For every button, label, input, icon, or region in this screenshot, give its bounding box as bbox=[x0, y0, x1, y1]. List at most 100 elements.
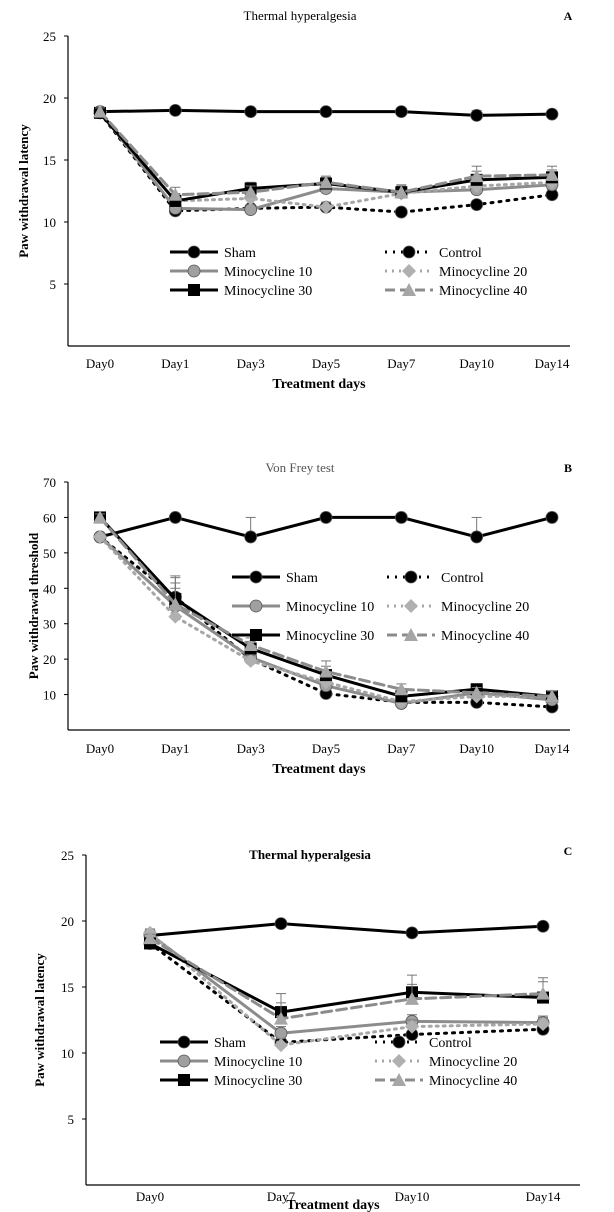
data-point bbox=[168, 104, 182, 117]
legend-swatch-marker bbox=[250, 629, 262, 641]
legend-item-control: Control bbox=[385, 245, 482, 261]
series-minocycline-20 bbox=[93, 529, 559, 709]
data-point bbox=[394, 205, 408, 219]
legend-label: Minocycline 30 bbox=[214, 1074, 302, 1089]
data-point bbox=[93, 510, 107, 524]
data-point bbox=[405, 991, 419, 1005]
y-tick-label: 5 bbox=[50, 277, 57, 292]
legend-item-control: Control bbox=[375, 1035, 472, 1051]
x-tick-label: Day7 bbox=[267, 1189, 296, 1204]
legend-item-minocycline-10: Minocycline 10 bbox=[160, 1054, 302, 1070]
data-point bbox=[394, 511, 408, 524]
x-axis-label: Treatment days bbox=[272, 762, 366, 777]
x-tick-label: Day0 bbox=[86, 356, 114, 371]
legend-item-sham: Sham bbox=[160, 1035, 246, 1051]
legend-item-sham: Sham bbox=[232, 570, 318, 586]
legend-label: Minocycline 20 bbox=[429, 1055, 517, 1070]
x-tick-label: Day0 bbox=[86, 741, 114, 756]
legend-label: Minocycline 40 bbox=[441, 629, 529, 644]
data-point bbox=[319, 175, 333, 189]
legend-swatch-marker bbox=[177, 1035, 191, 1049]
y-tick-label: 20 bbox=[61, 914, 74, 929]
x-tick-label: Day5 bbox=[312, 741, 340, 756]
panel-label: C bbox=[564, 844, 573, 858]
panel-label: B bbox=[564, 461, 572, 475]
data-point bbox=[319, 200, 333, 215]
x-tick-label: Day14 bbox=[535, 356, 570, 371]
legend-label: Control bbox=[441, 571, 484, 586]
x-tick-label: Day5 bbox=[312, 356, 340, 371]
data-point bbox=[168, 597, 183, 611]
x-axis-label: Treatment days bbox=[286, 1198, 380, 1212]
legend-label: Minocycline 40 bbox=[429, 1074, 517, 1089]
data-point bbox=[168, 511, 182, 524]
y-tick-label: 15 bbox=[61, 980, 74, 995]
series-sham bbox=[93, 104, 559, 122]
series-line bbox=[148, 922, 545, 938]
series-minocycline-40 bbox=[93, 104, 559, 201]
data-point bbox=[469, 169, 484, 183]
series-sham bbox=[143, 917, 550, 942]
legend-label: Sham bbox=[214, 1036, 246, 1051]
data-point bbox=[243, 637, 258, 651]
legend-item-minocycline-30: Minocycline 30 bbox=[170, 284, 312, 299]
y-tick-label: 50 bbox=[43, 546, 56, 561]
legend-label: Minocycline 10 bbox=[214, 1055, 302, 1070]
y-axis-label: Paw withdrawal latency bbox=[32, 953, 47, 1087]
y-tick-label: 30 bbox=[43, 617, 56, 632]
legend-label: Control bbox=[439, 246, 482, 261]
legend-swatch-marker bbox=[178, 1074, 190, 1086]
data-point bbox=[394, 682, 409, 696]
legend-swatch-marker bbox=[402, 283, 416, 296]
data-point bbox=[470, 108, 484, 122]
data-point bbox=[536, 986, 550, 1000]
chart-c-svg: Thermal hyperalgesia C 5 10 15 20 25 Day0 Day7 Da… bbox=[32, 844, 580, 1212]
legend-swatch-marker bbox=[402, 264, 416, 278]
data-point bbox=[470, 530, 484, 544]
legend-label: Control bbox=[429, 1036, 472, 1051]
chart-a-svg: Thermal hyperalgesia A 5 10 15 20 25 Day0 Day1 Da… bbox=[16, 8, 573, 392]
legend-swatch-marker bbox=[249, 570, 263, 584]
data-point bbox=[545, 107, 559, 121]
y-axis-label: Paw withdrawal latency bbox=[16, 124, 31, 258]
data-point bbox=[545, 511, 559, 524]
legend-swatch-marker bbox=[404, 599, 418, 613]
legend-item-minocycline-30: Minocycline 30 bbox=[160, 1074, 302, 1089]
legend-swatch-marker bbox=[402, 245, 416, 259]
y-tick-label: 10 bbox=[61, 1046, 74, 1061]
legend-item-minocycline-20: Minocycline 20 bbox=[375, 1054, 517, 1070]
data-point bbox=[536, 919, 550, 933]
series-minocycline-20 bbox=[143, 925, 550, 1053]
legend-swatch-marker bbox=[404, 628, 418, 641]
x-tick-label: Day10 bbox=[395, 1189, 430, 1204]
legend-swatch-marker bbox=[249, 599, 263, 613]
data-point bbox=[470, 198, 484, 212]
legend-swatch-marker bbox=[392, 1073, 406, 1086]
legend: Sham Control Minocycline 10 Minocycline 20 M… bbox=[232, 570, 529, 644]
series-line bbox=[148, 931, 545, 1047]
series-sham bbox=[93, 511, 559, 544]
data-point bbox=[319, 664, 333, 678]
x-tick-label: Day10 bbox=[459, 741, 494, 756]
y-tick-label: 10 bbox=[43, 215, 56, 230]
data-point bbox=[274, 1026, 288, 1040]
legend-swatch-marker bbox=[177, 1054, 191, 1068]
data-point bbox=[394, 185, 409, 199]
legend-item-minocycline-40: Minocycline 40 bbox=[387, 628, 529, 644]
legend-item-control: Control bbox=[387, 570, 484, 586]
chart-title: Thermal hyperalgesia bbox=[249, 847, 371, 862]
chart-title: Thermal hyperalgesia bbox=[244, 8, 357, 23]
data-point bbox=[536, 1016, 550, 1031]
y-tick-label: 20 bbox=[43, 91, 56, 106]
legend-swatch-marker bbox=[392, 1054, 406, 1068]
legend-swatch-marker bbox=[392, 1035, 406, 1049]
series-minocycline-40 bbox=[143, 931, 550, 1025]
x-tick-label: Day3 bbox=[237, 356, 265, 371]
y-tick-label: 70 bbox=[43, 475, 56, 490]
x-tick-label: Day1 bbox=[161, 741, 189, 756]
data-point bbox=[405, 1019, 419, 1034]
series-minocycline-30 bbox=[144, 937, 549, 1019]
legend-label: Sham bbox=[224, 246, 256, 261]
data-point bbox=[274, 1011, 288, 1025]
chart-b-svg: Von Frey test B 10 20 30 40 50 60 70 Day0 Day1 Day3… bbox=[26, 460, 572, 777]
